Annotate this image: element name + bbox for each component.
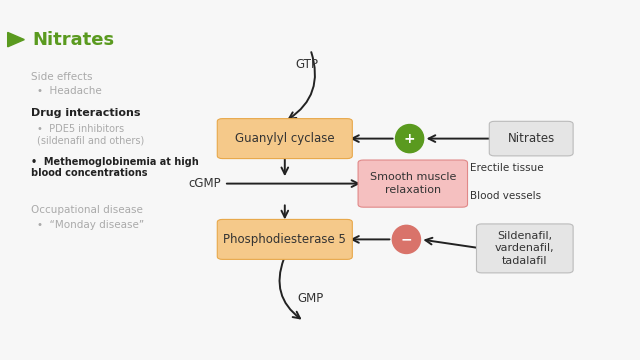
Text: Erectile tissue: Erectile tissue — [470, 163, 543, 174]
FancyBboxPatch shape — [218, 219, 352, 259]
Text: Occupational disease: Occupational disease — [31, 205, 143, 215]
Text: Side effects: Side effects — [31, 72, 92, 82]
Text: cGMP: cGMP — [188, 177, 221, 190]
FancyBboxPatch shape — [489, 121, 573, 156]
Text: •  “Monday disease”: • “Monday disease” — [37, 220, 144, 230]
Text: •  Headache: • Headache — [37, 86, 102, 96]
FancyBboxPatch shape — [218, 119, 352, 158]
FancyBboxPatch shape — [476, 224, 573, 273]
Text: •  Methemoglobinemia at high
blood concentrations: • Methemoglobinemia at high blood concen… — [31, 157, 198, 178]
Text: Guanylyl cyclase: Guanylyl cyclase — [235, 132, 335, 145]
Ellipse shape — [396, 125, 424, 153]
Text: Sildenafil,
vardenafil,
tadalafil: Sildenafil, vardenafil, tadalafil — [495, 231, 555, 266]
Text: +: + — [404, 132, 415, 145]
FancyBboxPatch shape — [358, 160, 467, 207]
Text: Nitrates: Nitrates — [508, 132, 555, 145]
Text: •  PDE5 inhibitors
(sildenafil and others): • PDE5 inhibitors (sildenafil and others… — [37, 124, 145, 146]
Text: −: − — [401, 233, 412, 246]
Text: Smooth muscle
relaxation: Smooth muscle relaxation — [370, 172, 456, 195]
Ellipse shape — [392, 225, 420, 253]
Text: Drug interactions: Drug interactions — [31, 108, 140, 118]
Text: Nitrates: Nitrates — [32, 31, 114, 49]
Text: Phosphodiesterase 5: Phosphodiesterase 5 — [223, 233, 346, 246]
Text: GTP: GTP — [296, 58, 319, 71]
Polygon shape — [8, 32, 24, 47]
Text: GMP: GMP — [298, 292, 324, 305]
Text: Blood vessels: Blood vessels — [470, 191, 541, 201]
